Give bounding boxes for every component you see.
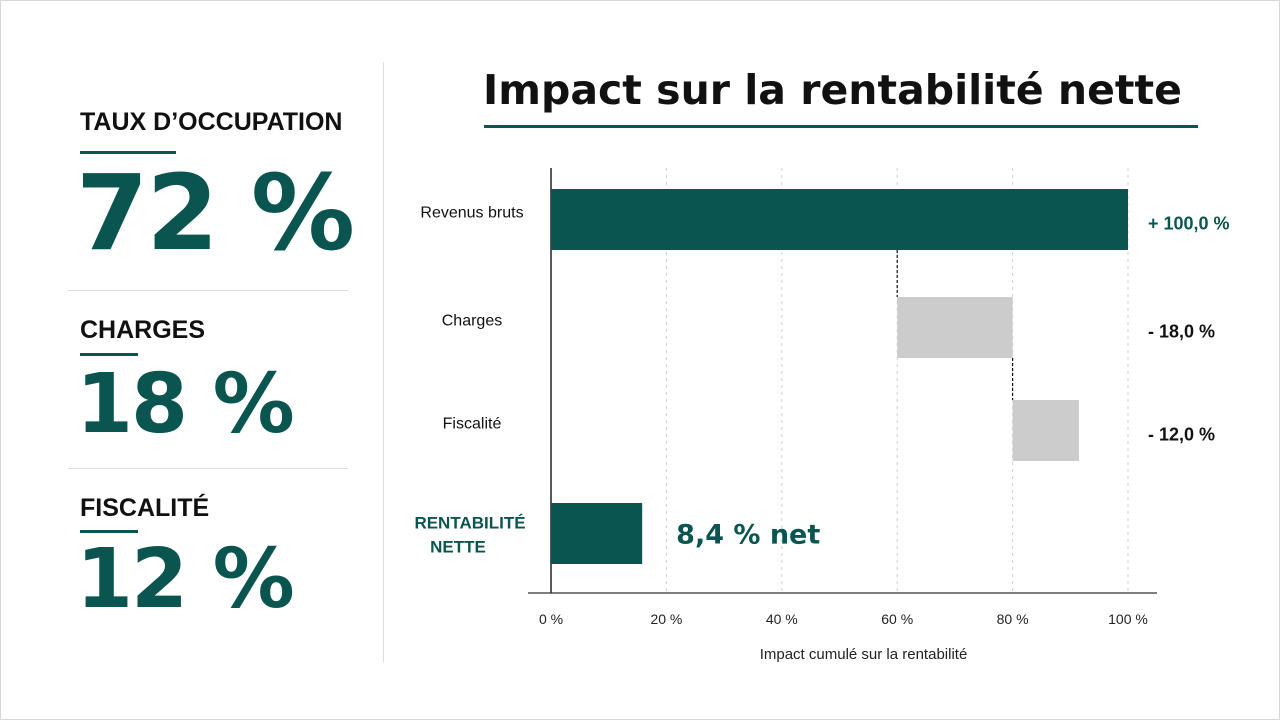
bar — [1012, 400, 1079, 461]
category-label: Charges — [442, 313, 502, 330]
kpi-occupation-label: TAUX D’OCCUPATION — [80, 108, 343, 136]
category-label: Fiscalité — [443, 416, 502, 433]
data-label: 8,4 % net — [676, 520, 820, 551]
kpi-occupation-rule — [80, 151, 176, 154]
category-label: Revenus bruts — [420, 205, 523, 222]
x-axis-label: Impact cumulé sur la rentabilité — [760, 646, 968, 663]
kpi-fiscalite-rule — [80, 530, 138, 533]
data-label: - 12,0 % — [1148, 425, 1215, 445]
bar — [551, 503, 643, 564]
data-label: + 100,0 % — [1148, 214, 1230, 234]
kpi-charges-rule — [80, 353, 138, 356]
category-label: RENTABILITÉ — [414, 514, 525, 533]
kpi-fiscalite-label: FISCALITÉ — [80, 494, 210, 522]
chart-title: Impact sur la rentabilité nette — [483, 66, 1182, 114]
x-tick-label: 80 % — [997, 611, 1029, 627]
x-tick-label: 20 % — [650, 611, 682, 627]
kpi-charges-value: 18 % — [76, 357, 295, 452]
x-tick-label: 40 % — [766, 611, 798, 627]
data-label: - 18,0 % — [1148, 322, 1215, 342]
category-label: NETTE — [430, 538, 486, 557]
kpi-occupation-value: 72 % — [76, 152, 355, 274]
bar — [897, 297, 1013, 358]
x-tick-label: 60 % — [881, 611, 913, 627]
column-divider — [383, 62, 384, 662]
kpi-fiscalite-value: 12 % — [76, 532, 295, 627]
x-tick-label: 0 % — [539, 611, 563, 627]
bar — [551, 189, 1128, 250]
kpi-charges-label: CHARGES — [80, 316, 206, 344]
kpi-separator — [68, 468, 348, 469]
kpi-separator — [68, 290, 348, 291]
x-tick-label: 100 % — [1108, 611, 1148, 627]
chart-title-rule — [484, 125, 1198, 128]
